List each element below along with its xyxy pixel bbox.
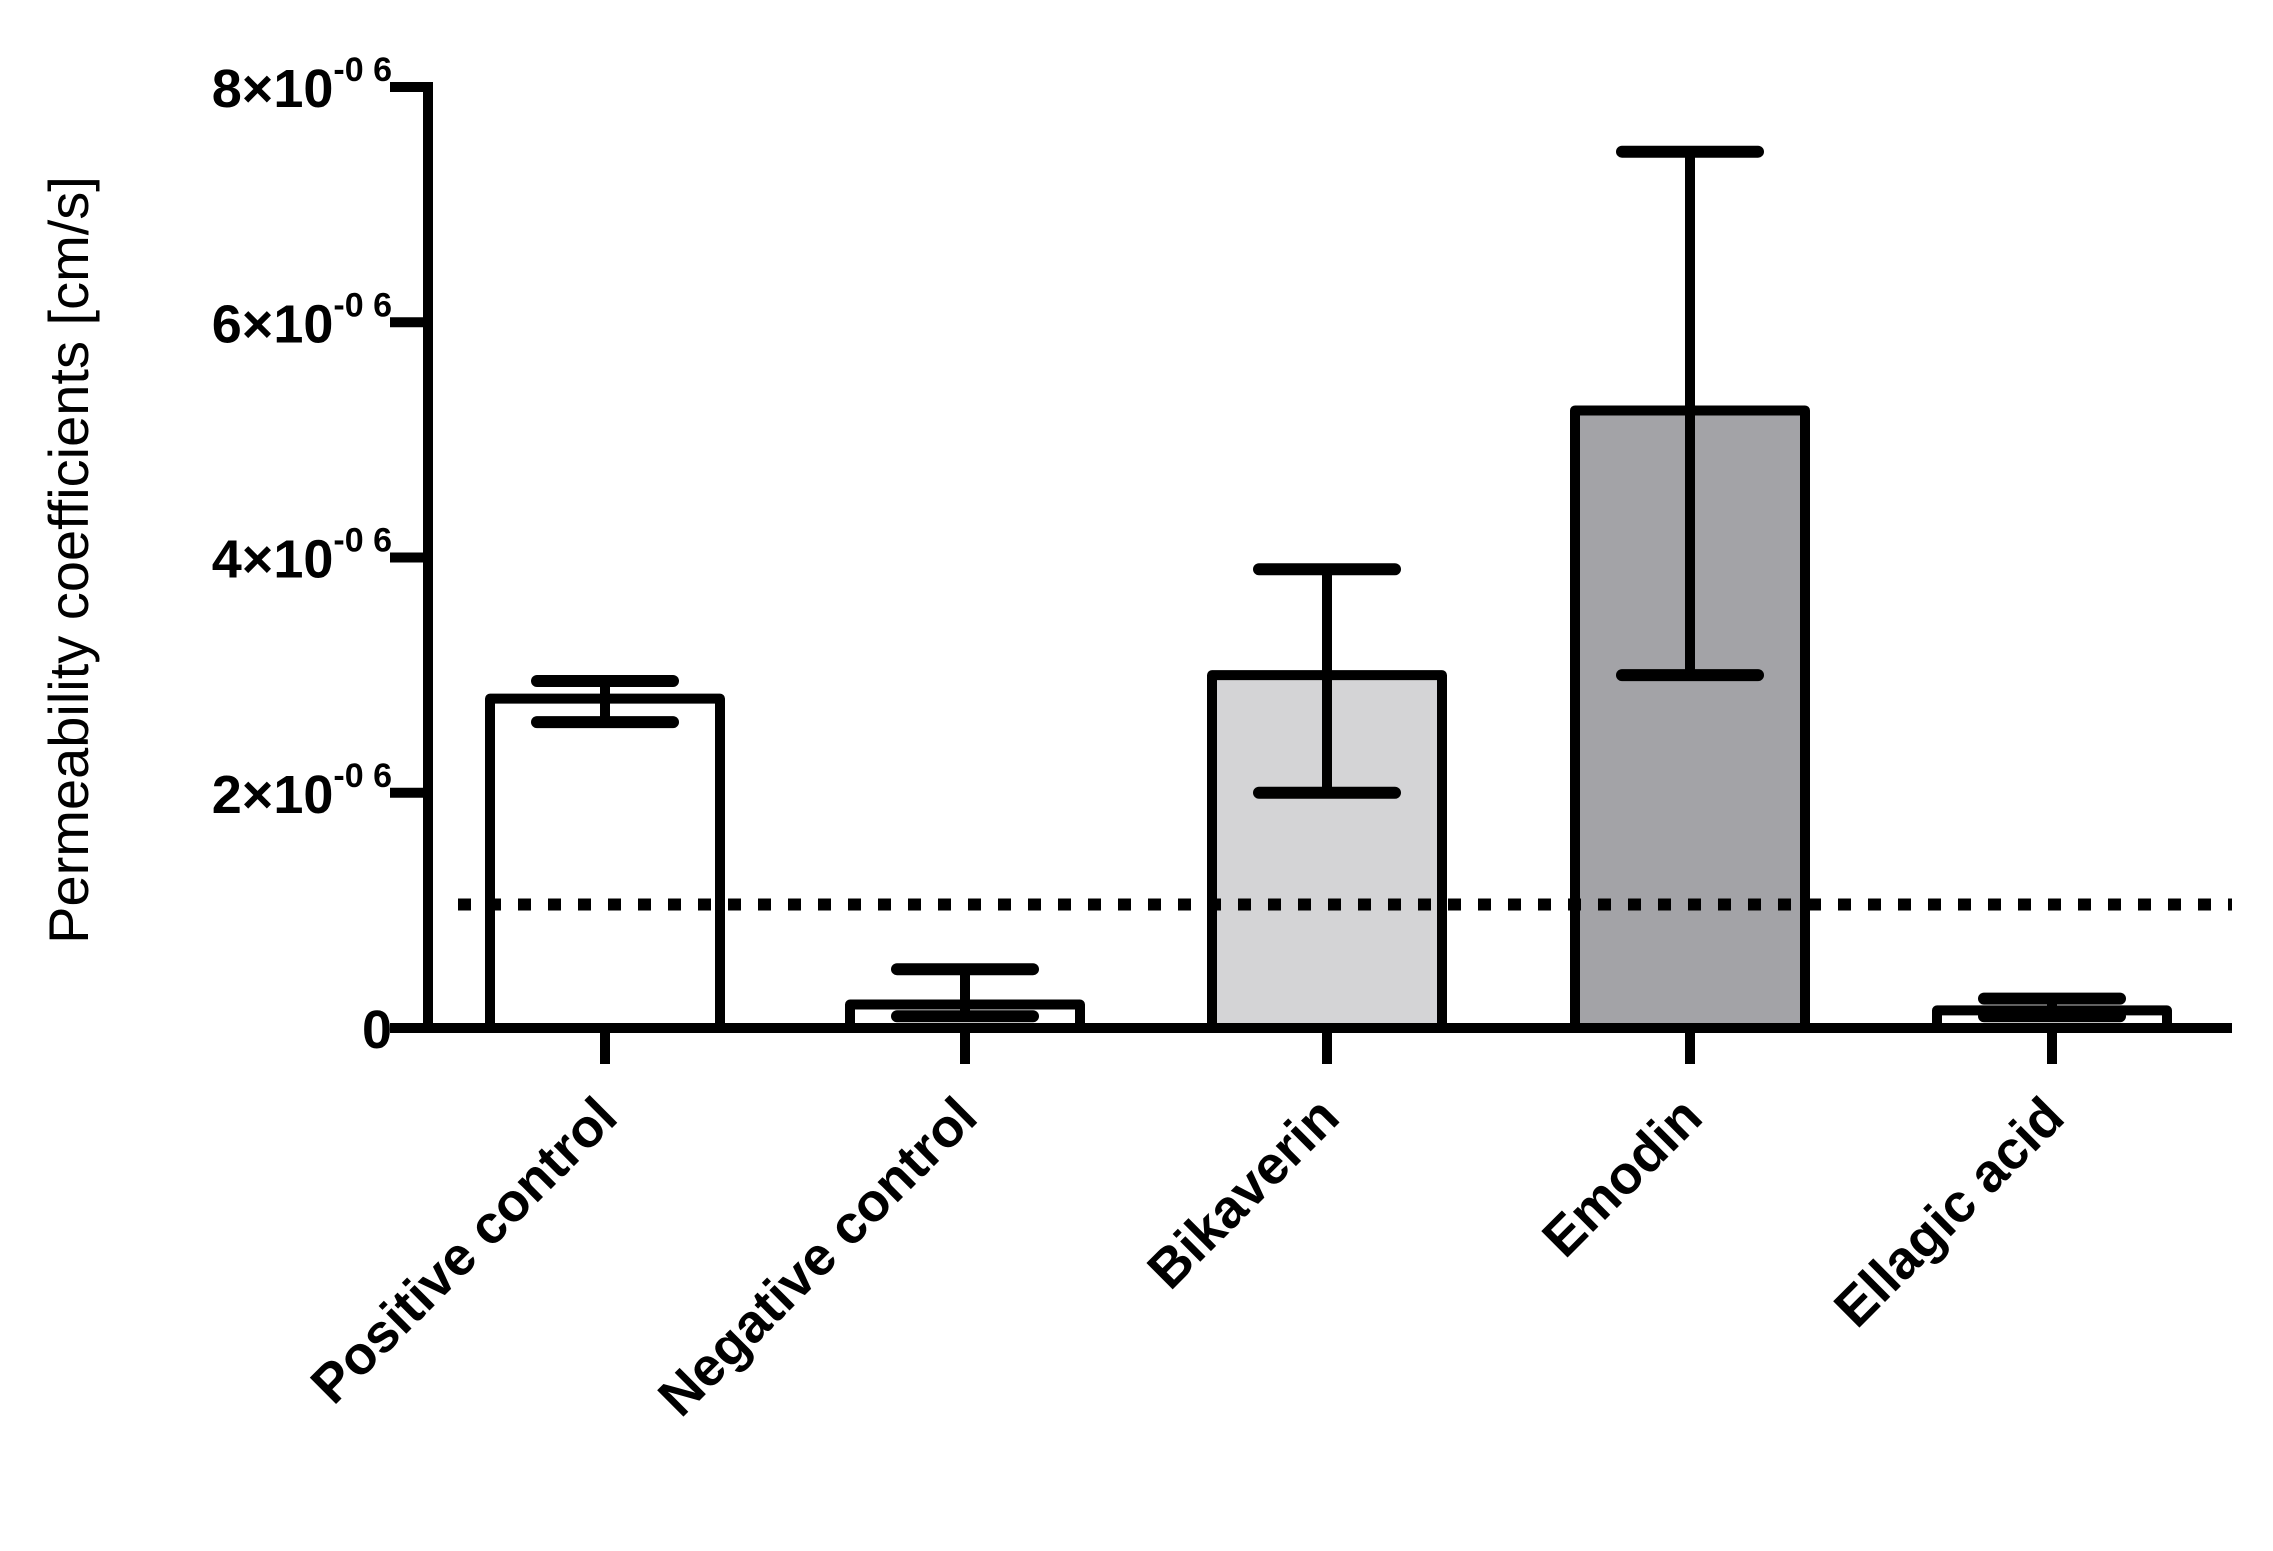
y-tick-exponent-3: -0 6 bbox=[333, 286, 392, 324]
y-tick-label-0: 0 bbox=[362, 1000, 392, 1060]
y-axis-title: Permeability coefficients [cm/s] bbox=[37, 176, 100, 944]
y-tick-mantissa-2: 4×10 bbox=[212, 530, 334, 590]
y-tick-mantissa-1: 2×10 bbox=[212, 765, 334, 825]
y-tick-label-4: 8×10-0 6 bbox=[212, 51, 392, 119]
x-category-label-0: Positive control bbox=[300, 1086, 629, 1415]
y-tick-exponent-2: -0 6 bbox=[333, 522, 392, 560]
x-category-label-3: Emodin bbox=[1531, 1086, 1713, 1268]
y-tick-label-1: 2×10-0 6 bbox=[212, 757, 392, 825]
permeability-bar-chart: 02×10-0 64×10-0 66×10-0 68×10-0 6Positiv… bbox=[0, 0, 2273, 1551]
x-category-label-2: Bikaverin bbox=[1136, 1086, 1350, 1300]
y-tick-mantissa-0: 0 bbox=[362, 1000, 392, 1060]
y-tick-mantissa-3: 6×10 bbox=[212, 294, 334, 354]
y-tick-label-3: 6×10-0 6 bbox=[212, 286, 392, 354]
y-tick-exponent-4: -0 6 bbox=[333, 51, 392, 89]
x-category-label-4: Ellagic acid bbox=[1823, 1086, 2076, 1339]
y-tick-label-2: 4×10-0 6 bbox=[212, 522, 392, 590]
x-category-label-1: Negative control bbox=[647, 1086, 989, 1428]
y-tick-exponent-1: -0 6 bbox=[333, 757, 392, 795]
y-tick-mantissa-4: 8×10 bbox=[212, 59, 334, 119]
bar-0 bbox=[490, 699, 720, 1028]
